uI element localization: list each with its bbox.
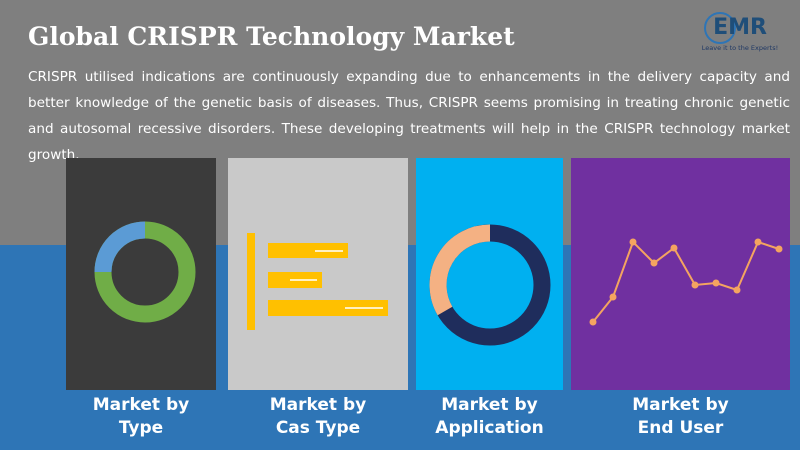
donut-segment [94, 221, 146, 273]
logo: EMR Leave it to the Experts! [702, 12, 778, 52]
panel-label: Market by Cas Type [228, 394, 408, 440]
label-line: End User [637, 418, 724, 438]
label-line: Cas Type [275, 418, 361, 438]
logo-name: EMR [713, 15, 767, 40]
panel-label: Market by Type [66, 394, 216, 440]
label-line: Market by [632, 395, 729, 415]
logo-globe [704, 12, 736, 44]
label-line: Market by [441, 395, 538, 415]
label-line: Application [435, 418, 544, 438]
label-line: Type [118, 418, 164, 438]
panel-label: Market by Application [416, 394, 563, 440]
label-line: Market by [269, 395, 367, 415]
line-icon-points [589, 238, 783, 326]
line-icon [592, 240, 780, 323]
bar-icon-axis [247, 233, 255, 330]
bar-icon [268, 300, 388, 316]
logo-tagline: Leave it to the Experts! [702, 44, 778, 52]
panel [571, 158, 790, 390]
donut-segment [429, 224, 491, 316]
title: Global CRISPR Technology Market [28, 22, 515, 51]
panel-label: Market by End User [571, 394, 790, 440]
bar-icon [268, 243, 348, 258]
label-line: Market by [92, 395, 190, 415]
